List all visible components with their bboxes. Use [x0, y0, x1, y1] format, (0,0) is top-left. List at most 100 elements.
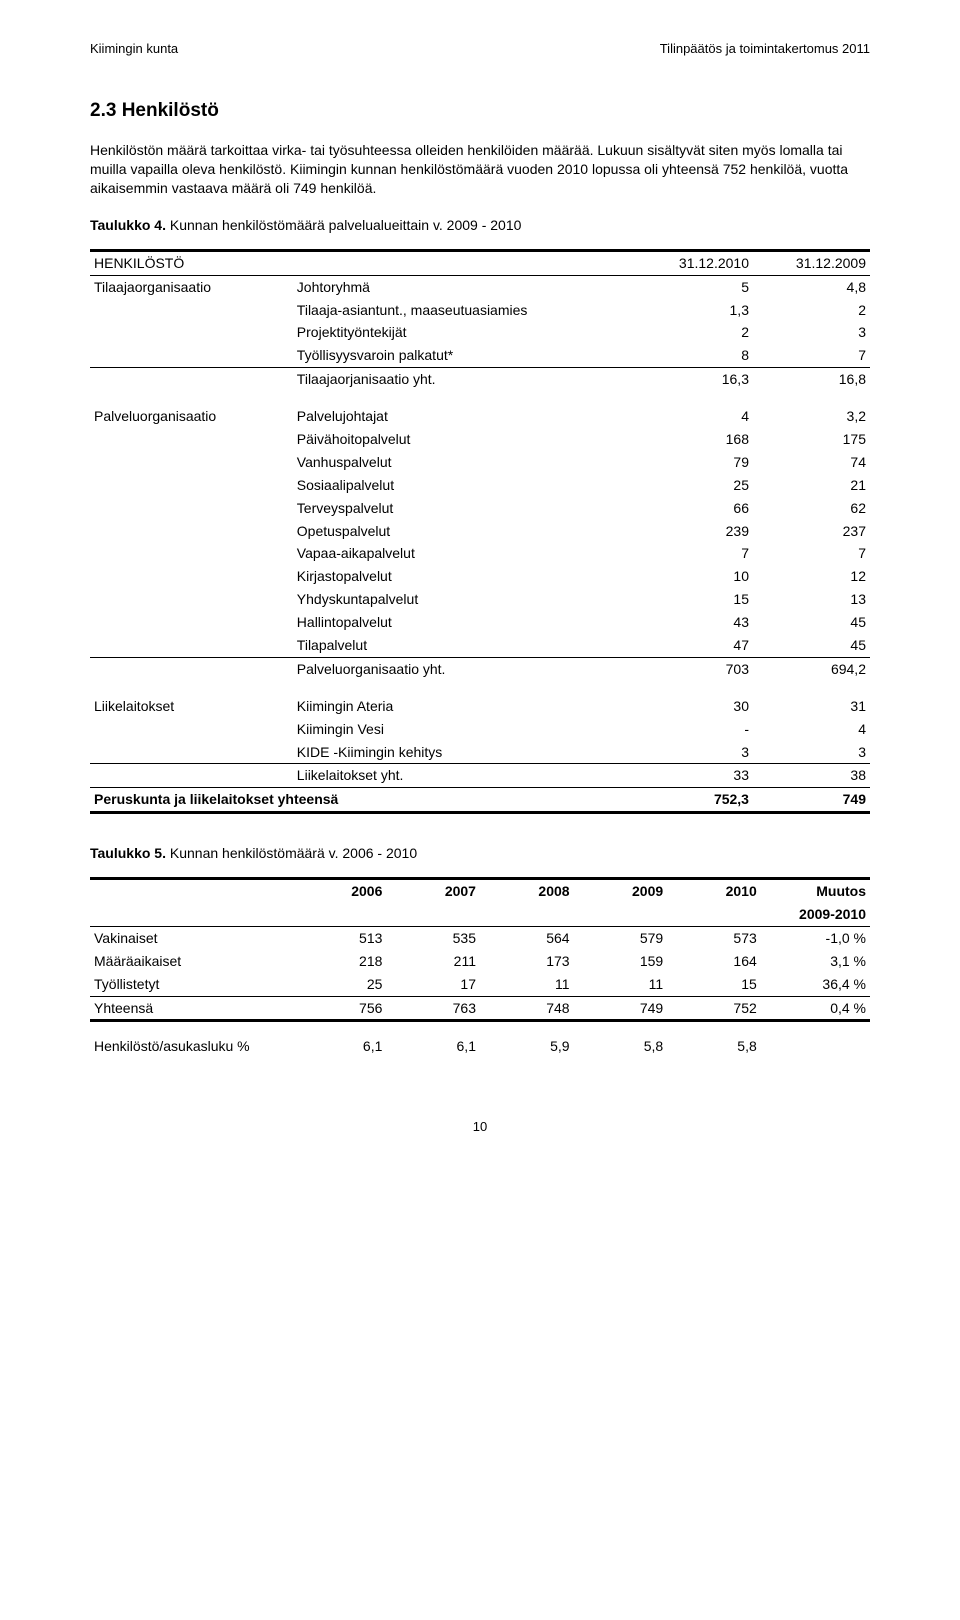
t5-cell: 6,1 — [293, 1035, 387, 1058]
t4-cell: 74 — [753, 451, 870, 474]
t5-cell: 11 — [574, 973, 668, 996]
t4-cell: Tilaaja-asiantunt., maaseutuasiamies — [293, 299, 636, 322]
t4-cell: 30 — [636, 695, 753, 718]
t5-cell: 0,4 % — [761, 996, 870, 1021]
t4-cell: 3,2 — [753, 405, 870, 428]
t4-cell: 3 — [753, 321, 870, 344]
t5-cell: 752 — [667, 996, 761, 1021]
t5-cell: 573 — [667, 926, 761, 949]
t4-cell: 239 — [636, 520, 753, 543]
t5-cell: 173 — [480, 950, 574, 973]
t5-h: Muutos — [761, 879, 870, 903]
t4-g1-label: Tilaajaorganisaatio — [90, 275, 293, 298]
t4-cell: 7 — [636, 542, 753, 565]
t4-cell: - — [636, 718, 753, 741]
t4-cell: 47 — [636, 634, 753, 657]
t4-cell: Terveyspalvelut — [293, 497, 636, 520]
t5-cell: 513 — [293, 926, 387, 949]
t4-cell: 21 — [753, 474, 870, 497]
t4-head-col2: 31.12.2009 — [753, 250, 870, 275]
t4-cell: 33 — [636, 764, 753, 788]
t5-cell: 749 — [574, 996, 668, 1021]
table4-caption-rest: Kunnan henkilöstömäärä palvelualueittain… — [170, 217, 522, 233]
intro-paragraph: Henkilöstön määrä tarkoittaa virka- tai … — [90, 141, 870, 198]
table5-caption-bold: Taulukko 5. — [90, 845, 166, 861]
t4-cell: Kirjastopalvelut — [293, 565, 636, 588]
t4-cell: 168 — [636, 428, 753, 451]
t5-total-label: Yhteensä — [90, 996, 293, 1021]
t5-cell: 748 — [480, 996, 574, 1021]
t5-cell: 3,1 % — [761, 950, 870, 973]
t4-cell: Projektityöntekijät — [293, 321, 636, 344]
t4-cell: Kiimingin Vesi — [293, 718, 636, 741]
t4-cell: Päivähoitopalvelut — [293, 428, 636, 451]
t5-row-label: Työllistetyt — [90, 973, 293, 996]
t4-cell: 5 — [636, 275, 753, 298]
t4-cell: 3 — [753, 741, 870, 764]
t4-cell: Työllisyysvaroin palkatut* — [293, 344, 636, 367]
t5-h: 2007 — [386, 879, 480, 903]
t4-cell: 694,2 — [753, 657, 870, 680]
section-heading: 2.3 Henkilöstö — [90, 98, 870, 124]
t5-row-label: Vakinaiset — [90, 926, 293, 949]
t4-cell: 3 — [636, 741, 753, 764]
t4-g1-total: Tilaajaorjanisaatio yht. — [293, 368, 636, 391]
t4-cell: Vapaa-aikapalvelut — [293, 542, 636, 565]
t4-cell: 237 — [753, 520, 870, 543]
t5-subhead: 2009-2010 — [761, 903, 870, 926]
t4-cell: Hallintopalvelut — [293, 611, 636, 634]
t4-cell: 8 — [636, 344, 753, 367]
t4-cell: 15 — [636, 588, 753, 611]
table4: HENKILÖSTÖ 31.12.2010 31.12.2009 Tilaaja… — [90, 249, 870, 814]
t5-cell: 211 — [386, 950, 480, 973]
t5-row-label: Määräaikaiset — [90, 950, 293, 973]
t4-cell: Vanhuspalvelut — [293, 451, 636, 474]
t5-cell: 15 — [667, 973, 761, 996]
t4-grand-v2: 749 — [753, 788, 870, 813]
t4-cell: Sosiaalipalvelut — [293, 474, 636, 497]
t4-cell: Palvelujohtajat — [293, 405, 636, 428]
t5-footer-label: Henkilöstö/asukasluku % — [90, 1035, 293, 1058]
t4-cell: Yhdyskuntapalvelut — [293, 588, 636, 611]
t5-h: 2009 — [574, 879, 668, 903]
t5-cell: 535 — [386, 926, 480, 949]
t5-cell: 164 — [667, 950, 761, 973]
t4-cell: 25 — [636, 474, 753, 497]
t5-cell — [761, 1035, 870, 1058]
t4-g2-label: Palveluorganisaatio — [90, 405, 293, 428]
t4-cell: 703 — [636, 657, 753, 680]
t5-cell: 17 — [386, 973, 480, 996]
t4-head-col1: 31.12.2010 — [636, 250, 753, 275]
t4-head-label: HENKILÖSTÖ — [90, 250, 636, 275]
t4-cell: 7 — [753, 542, 870, 565]
t4-cell: 1,3 — [636, 299, 753, 322]
header-left: Kiimingin kunta — [90, 40, 178, 58]
t4-cell: KIDE -Kiimingin kehitys — [293, 741, 636, 764]
t4-cell: 79 — [636, 451, 753, 474]
t5-h: 2010 — [667, 879, 761, 903]
t4-cell: 13 — [753, 588, 870, 611]
table4-caption: Taulukko 4. Kunnan henkilöstömäärä palve… — [90, 216, 870, 235]
t4-g3-total: Liikelaitokset yht. — [293, 764, 636, 788]
t4-cell: 38 — [753, 764, 870, 788]
table5-caption: Taulukko 5. Kunnan henkilöstömäärä v. 20… — [90, 844, 870, 863]
table4-caption-bold: Taulukko 4. — [90, 217, 166, 233]
t4-cell: 4 — [753, 718, 870, 741]
t4-cell: 175 — [753, 428, 870, 451]
t4-cell: 12 — [753, 565, 870, 588]
t4-cell: 10 — [636, 565, 753, 588]
header-right: Tilinpäätös ja toimintakertomus 2011 — [660, 40, 870, 58]
t5-cell: 756 — [293, 996, 387, 1021]
t5-cell: 6,1 — [386, 1035, 480, 1058]
t4-cell: 66 — [636, 497, 753, 520]
t4-cell: 4,8 — [753, 275, 870, 298]
t5-cell: 5,9 — [480, 1035, 574, 1058]
t5-cell: 218 — [293, 950, 387, 973]
t4-cell: 45 — [753, 634, 870, 657]
t5-cell: 564 — [480, 926, 574, 949]
t5-cell: 36,4 % — [761, 973, 870, 996]
page-number: 10 — [90, 1118, 870, 1136]
page-header: Kiimingin kunta Tilinpäätös ja toimintak… — [90, 40, 870, 58]
t4-cell: 7 — [753, 344, 870, 367]
t4-cell: Johtoryhmä — [293, 275, 636, 298]
